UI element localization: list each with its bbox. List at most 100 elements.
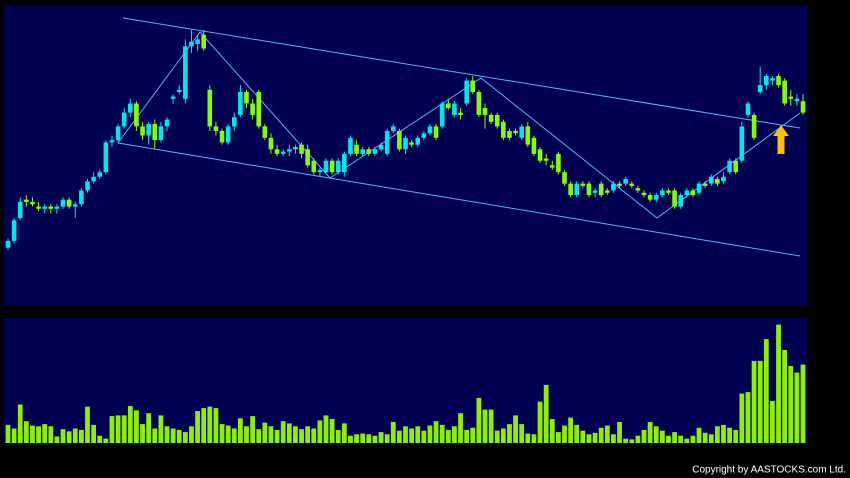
candle-body [403, 137, 408, 150]
volume-bar [396, 430, 402, 443]
volume-bar [348, 435, 353, 443]
volume-bar [207, 406, 213, 443]
volume-bar [494, 430, 500, 443]
candle-body [128, 103, 133, 113]
volume-bar [42, 424, 48, 443]
candle-body [268, 137, 274, 150]
volume-bar [666, 435, 671, 443]
volume-bar [708, 434, 714, 443]
candle-body [11, 220, 17, 241]
volume-bar [103, 438, 109, 443]
volume-bar [635, 435, 641, 443]
volume-bar [464, 429, 470, 443]
candle-body [348, 137, 353, 154]
candle-body [605, 190, 610, 193]
candle-body [446, 103, 451, 109]
volume-bar [794, 372, 800, 443]
candle-body [727, 160, 732, 173]
candle-body [189, 41, 194, 47]
candle-body [458, 112, 463, 115]
candle-body [788, 96, 794, 99]
volume-bar [439, 424, 445, 443]
candle-body [690, 190, 696, 196]
volume-bar [127, 405, 133, 443]
volume-bar [293, 426, 298, 443]
candle-body [287, 149, 292, 152]
candle-body [207, 89, 213, 127]
candle-body [24, 199, 29, 202]
candle-body [708, 176, 714, 184]
volume-bar [403, 426, 408, 443]
volume-bar [684, 438, 690, 443]
candle-body [121, 112, 127, 127]
volume-bar [458, 413, 463, 443]
candle-body [653, 195, 659, 200]
volume-bar [360, 433, 366, 443]
candle-body [531, 137, 537, 154]
candle-body [684, 190, 690, 196]
candle-body [647, 195, 653, 200]
volume-bar [225, 425, 231, 443]
volume-bar [244, 426, 249, 443]
volume-bar [134, 410, 139, 443]
candle-body [372, 149, 378, 154]
candle-body [562, 172, 567, 184]
volume-bar [54, 436, 60, 443]
volume-bar [201, 408, 207, 443]
volume-bar [659, 430, 665, 443]
candle-body [231, 117, 237, 127]
candle-body [30, 201, 35, 205]
candle-body [666, 190, 671, 193]
volume-bar [250, 416, 256, 443]
candle-body [623, 179, 628, 184]
candle-body [409, 142, 414, 145]
candle-body [256, 92, 262, 127]
volume-bar [164, 426, 170, 443]
volume-bar [507, 424, 512, 443]
candle-body [751, 114, 757, 138]
candle-body [72, 204, 78, 207]
volume-bar [299, 429, 304, 443]
candle-body [488, 114, 494, 122]
channel-lower [117, 142, 801, 257]
candle-body [262, 126, 268, 138]
candle-body [433, 126, 439, 138]
volume-bar [568, 417, 574, 443]
candle-body [329, 160, 335, 173]
candle-body [721, 176, 726, 182]
volume-bar [189, 426, 194, 443]
candle-body [421, 133, 427, 138]
candle-body [696, 183, 702, 193]
volume-bar [60, 429, 66, 443]
volume-bar [97, 435, 103, 443]
volume-bar [488, 409, 494, 443]
candle-body [317, 169, 323, 173]
candle-body [482, 108, 488, 115]
candle-body [134, 103, 139, 127]
volume-bar [555, 432, 561, 443]
volume-bar [366, 434, 372, 443]
volume-bar [274, 429, 280, 443]
volume-bar [702, 432, 708, 443]
candle-body [427, 126, 433, 134]
candle-body [678, 195, 683, 207]
candle-body [354, 144, 359, 154]
volume-bar [623, 438, 629, 443]
volume-bar [433, 421, 439, 443]
volume-bar [714, 426, 720, 443]
candle-body [79, 190, 84, 205]
candle-body [97, 172, 103, 177]
candle-body [378, 144, 384, 150]
volume-bar [782, 349, 788, 443]
candle-body [280, 151, 286, 154]
volume-bar [115, 415, 121, 443]
volume-bar [421, 430, 427, 443]
volume-bar [354, 434, 359, 443]
volume-bar [85, 406, 90, 443]
volume-bar [5, 424, 11, 443]
candle-body [176, 89, 182, 93]
candle-body [439, 103, 445, 127]
candle-body [733, 160, 739, 173]
candle-body [580, 183, 586, 186]
volume-bar [678, 435, 684, 443]
